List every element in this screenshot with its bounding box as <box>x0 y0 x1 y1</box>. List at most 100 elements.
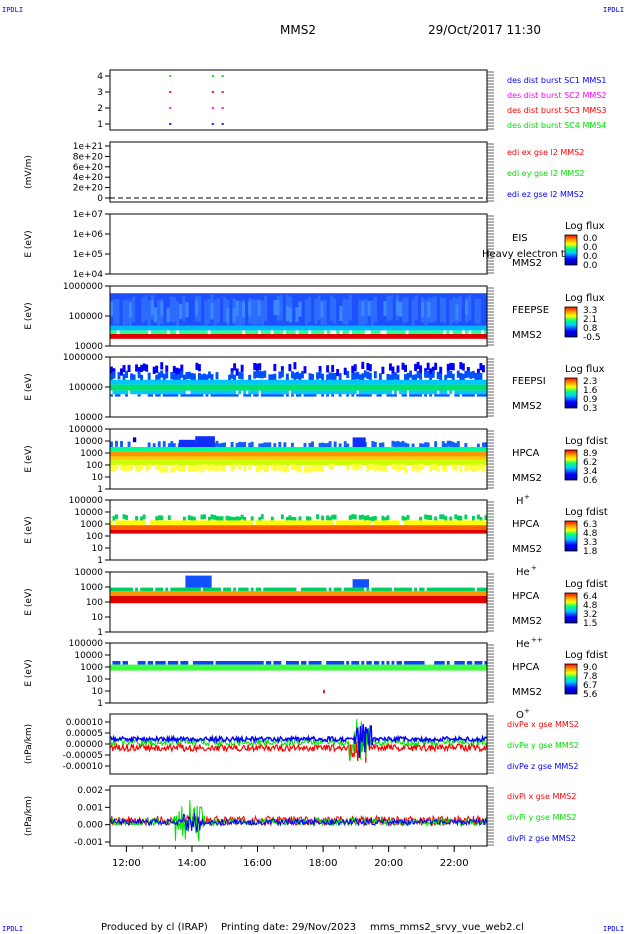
spectrogram-cell <box>210 303 215 319</box>
spectrogram-cell <box>162 456 166 461</box>
spectrogram-cell <box>172 451 176 457</box>
spectrogram-cell <box>204 334 208 339</box>
spectrogram-cell <box>137 661 141 665</box>
spectrogram-cell <box>441 447 445 452</box>
spectrogram-cell <box>444 525 448 530</box>
spectrogram-cell <box>255 370 259 378</box>
spectrogram-cell <box>471 591 475 596</box>
spectrogram-cell <box>273 379 277 385</box>
spectrogram-cell <box>456 525 460 530</box>
spectrogram-cell <box>267 293 271 328</box>
spectrogram-cell <box>275 379 279 385</box>
spectrogram-cell <box>130 596 134 604</box>
spectrogram-cell <box>417 334 422 339</box>
spectrogram-cell <box>421 325 425 331</box>
spectrogram-cell <box>436 447 440 452</box>
spectrogram-cell <box>110 330 114 334</box>
spectrogram-cell <box>160 664 164 671</box>
spectrogram-cell <box>301 384 304 391</box>
spectrogram-cell <box>479 363 483 371</box>
spectrogram-cell <box>177 384 181 391</box>
corner-label-bottom-right: IPDLI <box>603 925 624 933</box>
spectrogram-cell <box>414 451 418 457</box>
spectrogram-cell <box>182 520 186 526</box>
spectrogram-cell <box>476 664 480 671</box>
spectrogram-cell <box>386 661 390 665</box>
burst-mark <box>169 75 172 77</box>
spectrogram-cell <box>479 530 483 534</box>
spectrogram-cell <box>444 587 448 592</box>
spectrogram-cell <box>313 390 317 395</box>
spectrogram-cell <box>479 451 483 457</box>
spectrogram-cell <box>434 516 438 522</box>
series-line <box>109 812 488 833</box>
spectrogram-cell <box>381 596 385 604</box>
spectrogram-cell <box>320 334 325 339</box>
spectrogram-cell <box>213 330 218 334</box>
spectrogram-cell <box>346 443 350 450</box>
colorbar-tick-label: 5.6 <box>583 690 598 700</box>
spectrogram-cell <box>424 514 428 520</box>
spectrogram-cell <box>135 525 139 530</box>
spectrogram-cell <box>373 334 378 339</box>
spectrogram-cell <box>278 384 282 391</box>
spectrogram-cell <box>346 447 350 452</box>
spectrogram-cell <box>175 300 180 327</box>
spectrogram-cell <box>280 451 284 457</box>
spectrogram-cell <box>185 525 189 530</box>
spectrogram-cell <box>484 520 488 526</box>
spectrogram-cell <box>202 596 206 604</box>
spectrogram-cell <box>406 661 410 665</box>
spectrogram-cell <box>416 451 420 457</box>
spectrogram-cell <box>243 456 247 461</box>
spectrogram-cell <box>250 664 254 671</box>
spectrogram-cell <box>459 447 463 452</box>
spectrogram-cell <box>338 390 342 395</box>
spectrogram-cell <box>399 587 402 592</box>
spectrogram-cell <box>147 384 151 391</box>
spectrogram-cell <box>235 596 239 604</box>
spectrogram-cell <box>358 587 362 592</box>
spectrogram-cell <box>373 465 377 472</box>
spectrogram-cell <box>263 384 267 391</box>
spectrogram-cell <box>348 295 353 321</box>
spectrogram-cell <box>215 451 219 457</box>
spectrogram-cell <box>155 530 159 534</box>
spectrogram-cell <box>208 464 211 471</box>
spectrogram-cell <box>265 384 269 391</box>
spectrogram-cell <box>202 379 206 385</box>
spectrogram-cell <box>243 460 247 465</box>
spectrogram-cell <box>130 520 134 526</box>
spectrogram-cell <box>182 664 186 671</box>
spectrogram-cell <box>371 460 375 465</box>
spectrogram-cell <box>356 664 360 671</box>
spectrogram-cell <box>190 447 194 452</box>
spectrogram-cell <box>303 525 307 530</box>
spectrogram-cell <box>474 451 478 457</box>
spectrogram-cell <box>230 384 234 391</box>
spectrogram-cell <box>444 374 448 382</box>
spectrogram-cell <box>436 520 440 526</box>
spectrogram-cell <box>371 441 375 448</box>
spectrogram-cell <box>358 664 362 671</box>
spectrogram-cell <box>468 334 472 339</box>
spectrogram-cell <box>225 460 229 465</box>
spectrogram-cell <box>348 530 352 534</box>
spectrogram-cell <box>381 520 385 526</box>
colorbar <box>564 663 578 695</box>
spectrogram-cell <box>145 525 149 530</box>
spectrogram-cell <box>313 394 317 397</box>
spectrogram-cell <box>220 451 224 457</box>
spectrogram-cell <box>155 456 159 461</box>
spectrogram-cell <box>243 661 247 665</box>
spectrogram-cell <box>358 394 362 397</box>
spectrogram-cell <box>321 394 325 397</box>
spectrogram-cell <box>292 330 296 334</box>
spectrogram-cell <box>471 390 475 395</box>
spectrogram-cell <box>285 325 290 331</box>
spectrogram-cell <box>112 525 116 530</box>
spectrogram-cell <box>200 447 204 452</box>
spectrogram-cell <box>147 463 151 470</box>
spectrogram-cell <box>122 587 126 592</box>
